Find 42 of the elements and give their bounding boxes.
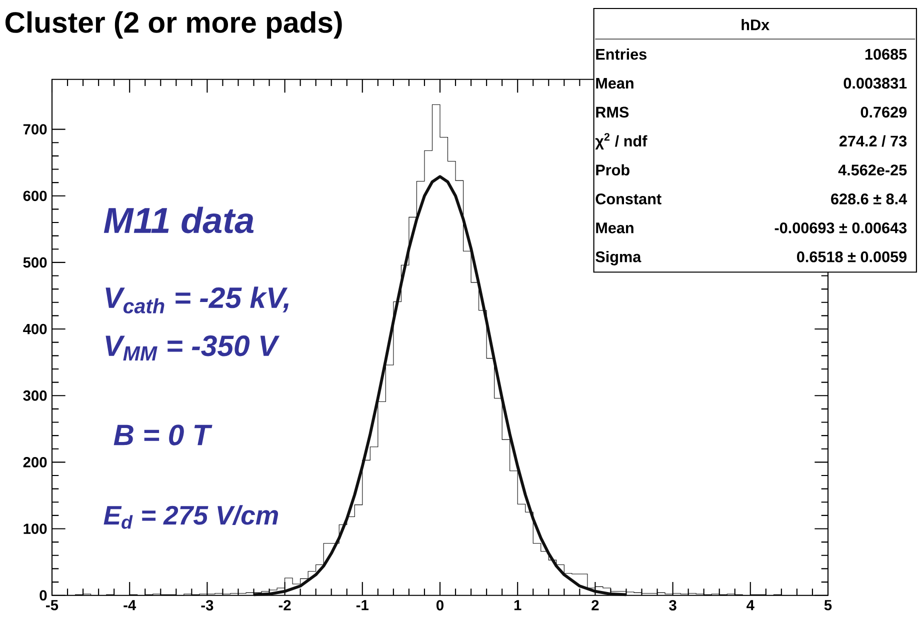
annotation: Mean [596, 78, 634, 89]
text: 274.2 / 73 [839, 135, 907, 147]
chart-title: Cluster (2 or more pads) [5, 11, 342, 39]
text: 0.003831 [844, 78, 907, 89]
text: 0.7629 [860, 106, 907, 118]
annotation: Sigma [596, 251, 642, 266]
x-tick-label: 2 [592, 600, 599, 610]
y-tick-label: 600 [23, 190, 47, 202]
x-tick-label: -5 [46, 600, 58, 610]
x-tick-label: -4 [124, 600, 136, 610]
annotation: V$_{cath}$ = -25 kV, [106, 286, 289, 314]
y-tick-label: 200 [23, 457, 47, 468]
annotation: M11 data [104, 206, 254, 234]
text: 4.562e-25 [838, 164, 907, 176]
annotation: V$_{MM}$ = -350 V [106, 335, 280, 361]
text: 628.6 ± 8.4 [831, 194, 908, 204]
y-tick-label: 500 [23, 257, 47, 268]
x-tick-label: 0 [436, 600, 444, 610]
annotation: B = 0 T [114, 424, 212, 446]
x-tick-label: -3 [201, 600, 214, 610]
text: Entries [596, 48, 646, 60]
x-tick-label: 4 [746, 600, 754, 610]
y-tick-label: 400 [23, 324, 47, 334]
x-tick-label: 3 [669, 600, 676, 610]
annotation: -0.00693 ± 0.00643 [774, 222, 907, 234]
y-tick-label: 0 [40, 590, 47, 601]
annotation: 0.6518 ± 0.0059 [797, 251, 907, 262]
annotation: RMS [596, 106, 629, 118]
x-tick-label: -2 [278, 600, 291, 610]
x-tick-label: -1 [356, 600, 368, 610]
annotation: Prob [596, 164, 630, 176]
x-tick-label: 1 [514, 600, 522, 610]
y-tick-label: 300 [23, 390, 47, 401]
annotation: Mean [596, 222, 634, 234]
x-tick-label: 5 [824, 600, 832, 610]
y-tick-label: 700 [23, 124, 47, 134]
annotation: Constant [596, 194, 662, 204]
y-tick-label: 100 [24, 524, 47, 534]
annotation: χ$^{2}$ / ndf [595, 133, 648, 150]
annotation: E$_{d}$ = 275 V/cm [104, 505, 278, 529]
text: hDx [742, 19, 770, 30]
text: 10685 [865, 48, 907, 60]
